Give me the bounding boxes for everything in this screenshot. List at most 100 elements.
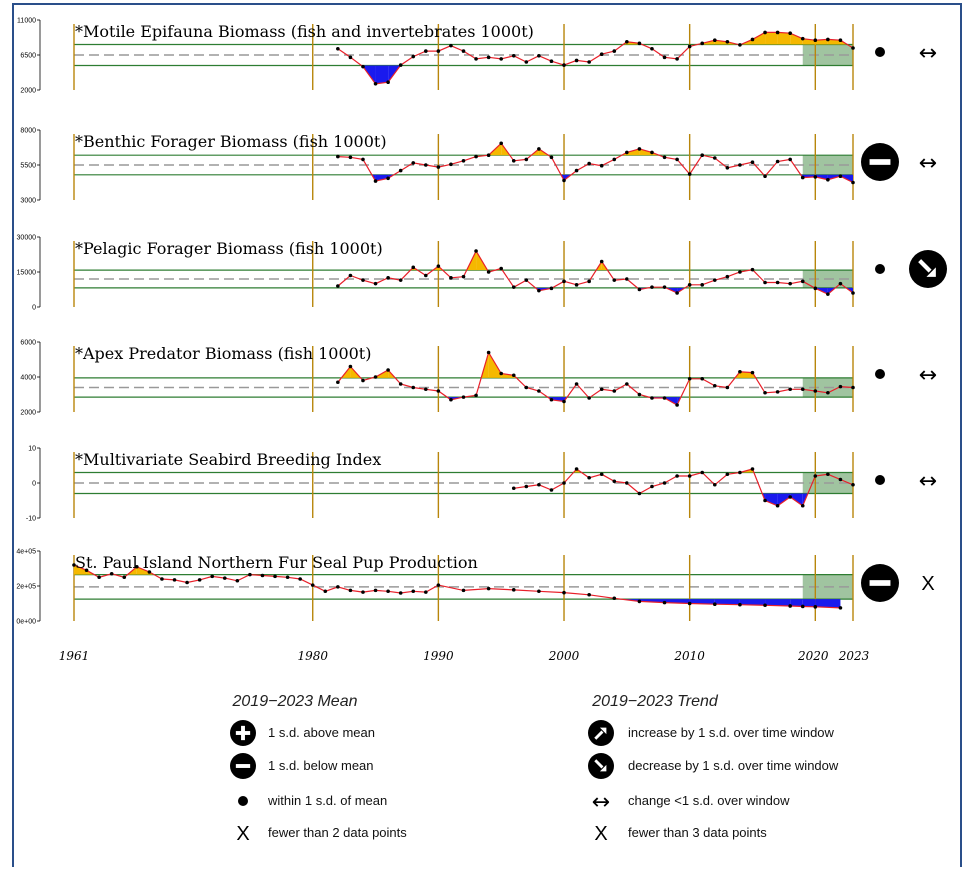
data-point (826, 37, 830, 42)
trend-status-symbol: ↔ (919, 363, 937, 388)
data-point (436, 389, 441, 393)
data-point (800, 604, 805, 609)
data-point (486, 586, 491, 591)
data-point (474, 154, 478, 159)
data-point (587, 396, 591, 400)
data-point (210, 574, 215, 579)
data-point (675, 403, 679, 407)
data-point (424, 163, 428, 167)
data-point (851, 46, 855, 50)
data-point (386, 276, 390, 280)
x-tick-label: 2020 (797, 649, 829, 663)
data-point (298, 577, 302, 581)
data-point (574, 283, 579, 287)
data-point (800, 387, 805, 392)
x-tick-label: 1961 (59, 649, 90, 663)
data-point (750, 37, 755, 42)
data-point (587, 161, 591, 166)
data-point (838, 38, 843, 43)
data-point (235, 578, 240, 583)
data-point (813, 286, 818, 291)
data-point (838, 606, 843, 610)
data-point (838, 384, 843, 389)
above-band-fill (714, 40, 728, 45)
legend-trend-heading: 2019−2023 Trend (591, 693, 719, 710)
data-point (725, 472, 730, 477)
data-point (562, 590, 566, 595)
data-point (700, 470, 705, 475)
data-point (800, 175, 805, 180)
data-point (537, 53, 541, 58)
arrow-head (926, 267, 936, 277)
x-symbol-icon: X (236, 823, 249, 845)
data-point (449, 43, 453, 48)
data-point (524, 484, 529, 489)
data-point (436, 165, 441, 169)
data-point (612, 157, 617, 162)
data-point (725, 39, 730, 44)
y-tick-label: 5500 (20, 163, 36, 170)
data-point (461, 159, 466, 163)
flat-arrow-icon: ↔ (592, 790, 610, 815)
data-point (348, 155, 353, 160)
data-point (373, 179, 378, 183)
data-point (486, 350, 491, 355)
data-point (700, 41, 705, 46)
legend-mean-heading: 2019−2023 Mean (232, 693, 358, 710)
data-point (361, 64, 365, 69)
data-point (537, 288, 541, 293)
series-line (337, 351, 854, 406)
data-point (537, 147, 541, 151)
series-line (337, 142, 854, 184)
data-point (574, 58, 579, 63)
data-point (461, 49, 466, 53)
y-tick-label: 2000 (20, 88, 36, 95)
data-point (650, 396, 654, 400)
series-line (337, 249, 854, 295)
data-point (637, 287, 642, 292)
legend-mean-symbol (230, 753, 256, 779)
data-point (574, 168, 579, 173)
data-point (738, 43, 742, 47)
trend-status-symbol: X (921, 573, 934, 595)
data-point (687, 601, 692, 606)
data-point (851, 180, 855, 185)
data-point (147, 570, 152, 574)
data-point (537, 389, 541, 393)
data-point (612, 278, 617, 282)
y-tick-label: 3000 (20, 198, 36, 205)
data-point (813, 605, 818, 609)
y-tick-label: 0 (32, 481, 36, 488)
series-line (513, 468, 854, 507)
data-point (486, 55, 491, 60)
data-point (612, 596, 617, 601)
data-point (700, 376, 705, 381)
below-band-fill (739, 599, 766, 606)
data-point (398, 63, 403, 67)
trend-status-symbol: ↔ (919, 41, 937, 66)
data-point (788, 157, 792, 162)
data-point (712, 602, 717, 606)
data-point (813, 175, 818, 179)
data-point (373, 281, 378, 286)
data-point (424, 387, 428, 392)
below-band-fill (777, 493, 791, 506)
data-point (424, 49, 428, 53)
data-point (788, 31, 792, 36)
series-line (337, 31, 854, 85)
data-point (650, 285, 654, 289)
data-point (775, 30, 780, 35)
below-band-fill (790, 599, 803, 607)
data-point (650, 46, 654, 51)
legend-trend-item: decrease by 1 s.d. over time window (588, 753, 839, 779)
y-tick-label: 10 (28, 446, 36, 453)
data-point (637, 41, 642, 46)
data-point (612, 49, 617, 53)
data-point (361, 378, 365, 383)
data-point (675, 291, 679, 295)
x-tick-label: 1990 (423, 649, 454, 663)
y-tick-label: 0 (32, 305, 36, 312)
legend-mean-symbol: X (236, 823, 249, 845)
data-point (763, 603, 767, 608)
